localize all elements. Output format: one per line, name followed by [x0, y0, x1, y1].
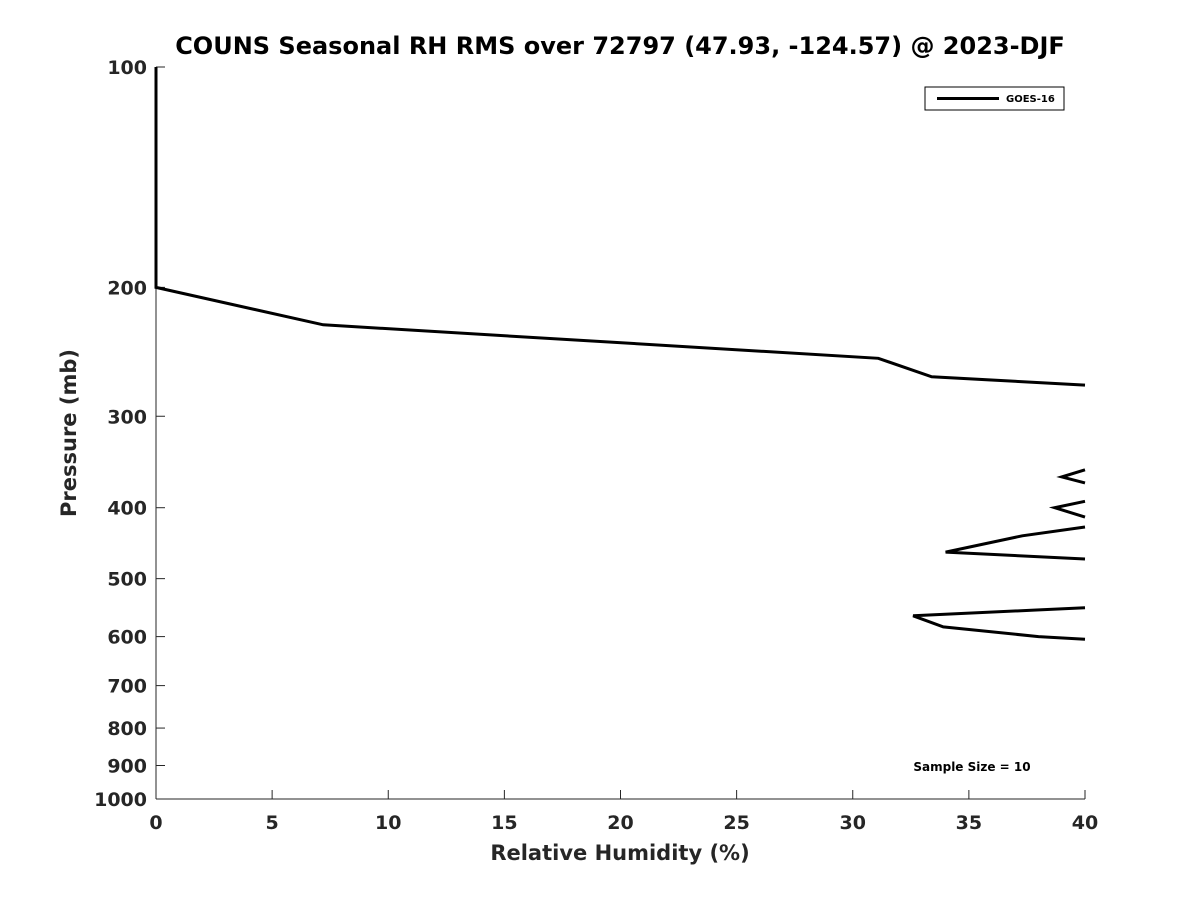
y-tick-label: 1000 [94, 789, 147, 811]
series-line-goes-16-segment-0 [154, 67, 1086, 387]
series-line-goes-16-segment-3 [945, 525, 1086, 561]
series-line-goes-16-segment-4 [912, 606, 1086, 641]
y-tick-label: 100 [107, 57, 147, 79]
x-tick-label: 30 [840, 812, 866, 834]
x-axis-label: Relative Humidity (%) [490, 841, 749, 865]
y-tick-label: 800 [107, 718, 147, 740]
x-tick-label: 40 [1072, 812, 1098, 834]
plot-area: 0 5 10 15 20 25 30 35 40 100 200 300 400 500 600 700 800… [94, 57, 1098, 834]
x-tick-label: 20 [607, 812, 633, 834]
y-tick-label: 700 [107, 676, 147, 698]
legend: GOES-16 [924, 86, 1065, 111]
y-axis-label: Pressure (mb) [57, 349, 81, 517]
y-tick-label: 500 [107, 569, 147, 591]
series-line-goes-16-segment-1 [1056, 468, 1086, 485]
y-tick-label: 900 [107, 756, 147, 778]
legend-label-goes-16: GOES-16 [1006, 94, 1055, 105]
y-tick-label: 400 [107, 498, 147, 520]
x-tick-label: 10 [375, 812, 401, 834]
y-tick-label: 300 [107, 406, 147, 428]
x-tick-label: 0 [149, 812, 162, 834]
x-tick-label: 5 [266, 812, 279, 834]
series-line-goes-16-segment-2 [1048, 499, 1086, 519]
x-tick-label: 35 [956, 812, 982, 834]
x-tick-label: 15 [491, 812, 517, 834]
chart-title: COUNS Seasonal RH RMS over 72797 (47.93,… [175, 32, 1065, 60]
y-tick-label: 600 [107, 627, 147, 649]
y-tick-label: 200 [107, 277, 147, 299]
sample-size-annotation: Sample Size = 10 [913, 760, 1030, 774]
x-tick-label: 25 [723, 812, 749, 834]
